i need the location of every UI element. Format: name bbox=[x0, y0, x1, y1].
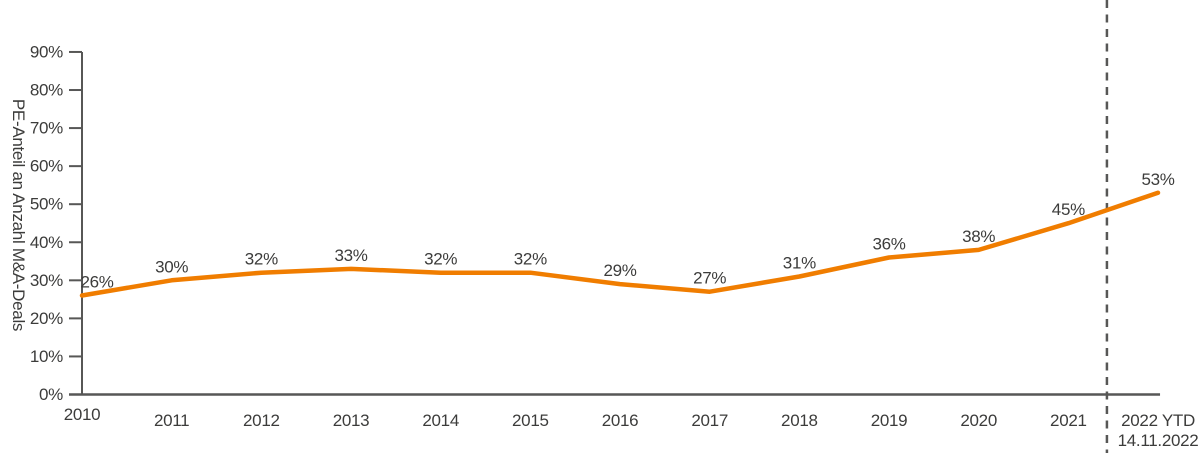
x-tick-label: 2021 bbox=[1050, 411, 1087, 430]
y-tick-label: 30% bbox=[30, 271, 63, 290]
data-point-label: 38% bbox=[962, 227, 995, 246]
data-point-label: 31% bbox=[783, 254, 816, 273]
y-axis-title: PE-Anteil an Anzahl M&A-Deals bbox=[9, 99, 28, 331]
y-tick-label: 10% bbox=[30, 347, 63, 366]
y-tick-label: 20% bbox=[30, 309, 63, 328]
x-tick-label: 2020 bbox=[960, 411, 997, 430]
y-tick-label: 60% bbox=[30, 157, 63, 176]
x-tick-label: 2022 YTD bbox=[1121, 411, 1195, 430]
y-tick-label: 40% bbox=[30, 233, 63, 252]
data-point-label: 53% bbox=[1141, 170, 1174, 189]
x-tick-label: 2013 bbox=[333, 411, 370, 430]
data-point-label: 29% bbox=[603, 261, 636, 280]
x-tick-label: 2012 bbox=[243, 411, 280, 430]
data-point-label: 45% bbox=[1052, 200, 1085, 219]
data-point-label: 32% bbox=[514, 250, 547, 269]
data-point-label: 32% bbox=[245, 250, 278, 269]
x-tick-label: 2019 bbox=[871, 411, 908, 430]
x-tick-label: 2011 bbox=[154, 411, 189, 430]
x-tick-label: 2010 bbox=[64, 405, 101, 424]
y-tick-label: 50% bbox=[30, 195, 63, 214]
x-tick-label: 2017 bbox=[691, 411, 728, 430]
data-point-label: 36% bbox=[872, 234, 905, 253]
y-tick-label: 70% bbox=[30, 119, 63, 138]
pe-share-series-line bbox=[79, 190, 1161, 298]
data-point-label: 30% bbox=[155, 257, 188, 276]
y-tick-label: 80% bbox=[30, 81, 63, 100]
data-point-label: 33% bbox=[334, 246, 367, 265]
y-tick-label: 0% bbox=[39, 385, 63, 404]
data-point-label: 26% bbox=[80, 273, 113, 292]
data-point-label: 27% bbox=[693, 269, 726, 288]
x-tick-label: 2018 bbox=[781, 411, 818, 430]
x-tick-label: 2015 bbox=[512, 411, 549, 430]
data-point-label: 32% bbox=[424, 250, 457, 269]
y-tick-label: 90% bbox=[30, 42, 63, 61]
x-tick-label: 2016 bbox=[602, 411, 639, 430]
x-tick-label: 2014 bbox=[422, 411, 459, 430]
x-tick-sublabel: 14.11.2022 bbox=[1118, 431, 1199, 450]
